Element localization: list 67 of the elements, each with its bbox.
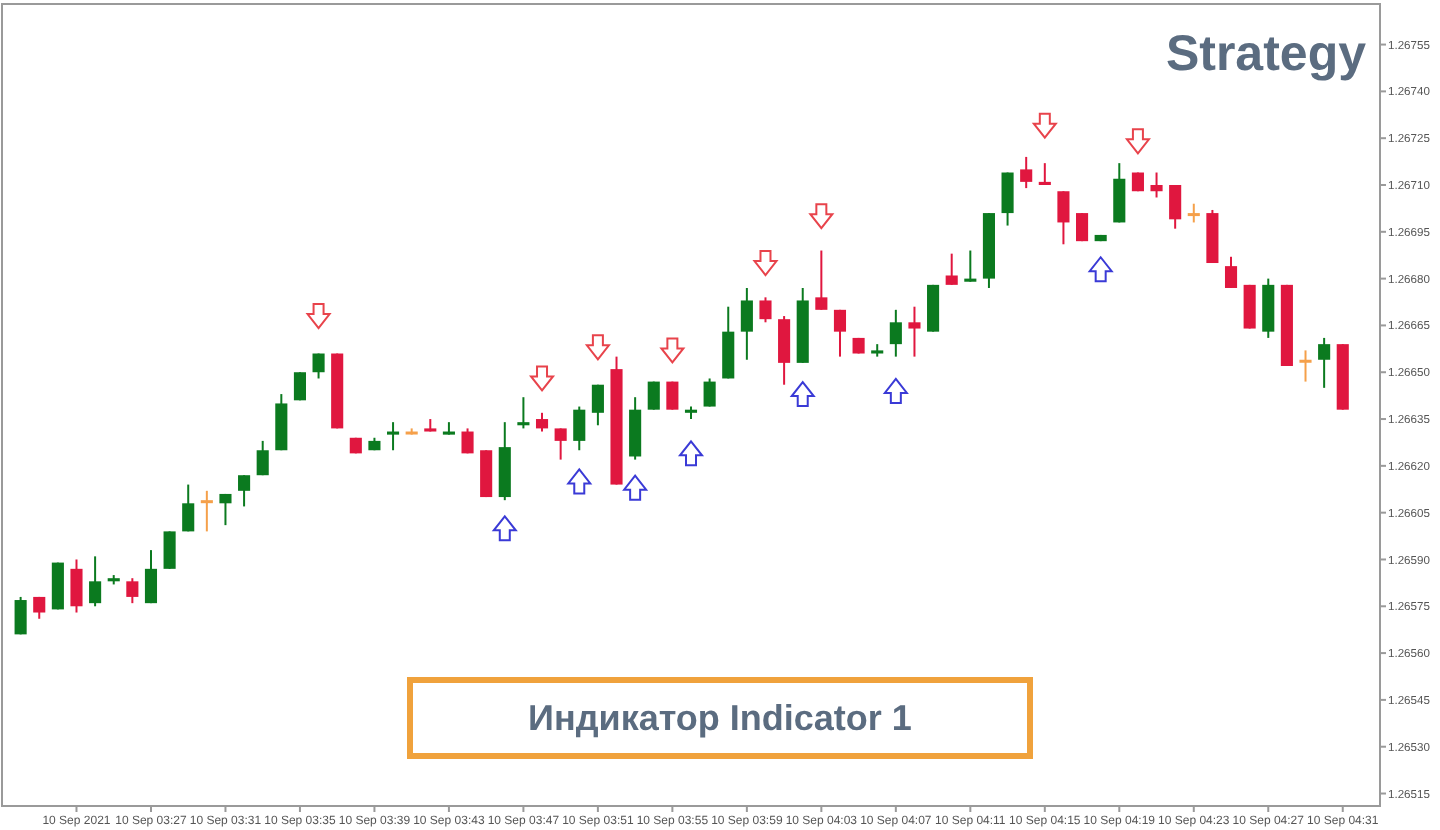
candlestick (759, 296, 772, 324)
candlestick (647, 380, 660, 411)
candlestick (461, 427, 474, 455)
candlestick (629, 396, 642, 461)
candlestick (1169, 184, 1182, 230)
candlestick (387, 421, 400, 452)
point (306, 303, 331, 330)
candlestick (1113, 162, 1126, 224)
point (1125, 128, 1150, 155)
point (623, 474, 648, 501)
candlestick (163, 530, 176, 570)
candlestick (144, 549, 158, 605)
point (660, 337, 685, 364)
candlestick (535, 411, 549, 433)
candlestick (1020, 155, 1033, 190)
candlestick (517, 396, 530, 430)
candlestick (1187, 202, 1200, 224)
point (790, 381, 815, 408)
candlestick (666, 380, 679, 411)
candlestick (554, 427, 567, 461)
candlestick (1224, 255, 1238, 289)
point (1032, 112, 1057, 139)
candlestick (722, 305, 735, 380)
chart-title: Strategy (1165, 26, 1367, 82)
point (809, 203, 834, 230)
candlestick (1318, 336, 1331, 389)
point (1088, 256, 1113, 283)
point (530, 365, 555, 392)
point (679, 440, 703, 467)
point (753, 250, 778, 277)
candlestick (1243, 283, 1256, 330)
candlestick (238, 474, 251, 508)
candlestick (833, 308, 847, 358)
candlestick (908, 305, 921, 358)
candlestick (256, 439, 269, 477)
annotation: Индикатор Indicator 1 (528, 698, 912, 738)
candlestick (1150, 171, 1163, 199)
candlestick (1299, 349, 1312, 383)
point (492, 515, 517, 542)
candlestick (182, 483, 195, 533)
candlestick (1262, 277, 1275, 339)
candlestick (293, 371, 306, 402)
candlestick (778, 315, 791, 386)
candlestick (964, 249, 977, 283)
candlestick (1001, 171, 1014, 227)
candlestick (480, 449, 493, 499)
candlestick (14, 595, 27, 636)
candlestick (703, 377, 716, 408)
candlestick (591, 383, 604, 427)
candlestick (889, 308, 902, 358)
candlestick (740, 286, 753, 361)
candlestick (573, 405, 586, 452)
candlestick (312, 352, 325, 380)
candlestick (1057, 190, 1070, 246)
candlestick (126, 577, 139, 605)
candlestick (1076, 212, 1089, 243)
candlestick (70, 558, 83, 614)
point (883, 377, 908, 404)
candlestick (89, 555, 102, 608)
point (585, 334, 610, 361)
candlestick (927, 283, 940, 333)
point (567, 468, 592, 495)
candlestick (945, 252, 958, 286)
candlestick (275, 393, 288, 452)
candlestick (200, 489, 213, 533)
candlestick (815, 249, 828, 311)
candlestick (219, 492, 232, 527)
